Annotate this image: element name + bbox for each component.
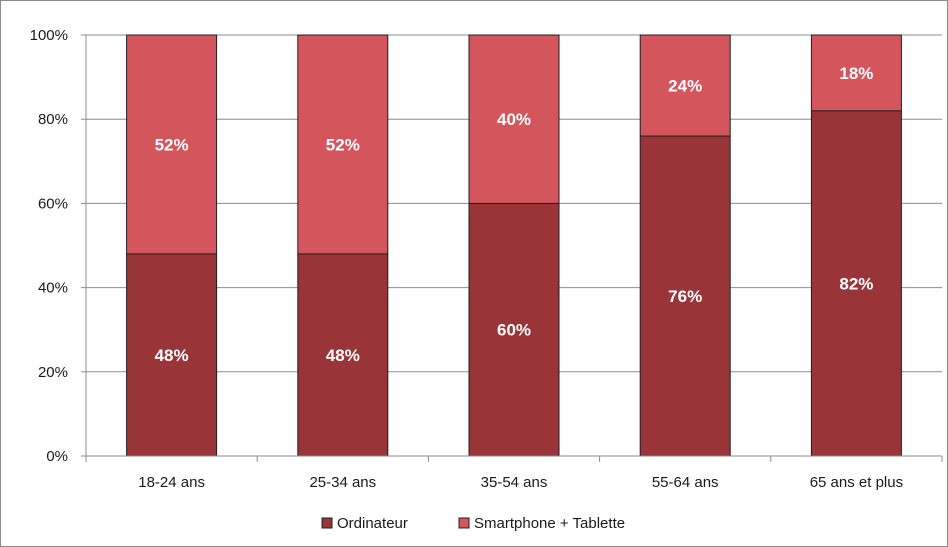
x-tick-label: 55-64 ans bbox=[652, 474, 719, 491]
data-label: 76% bbox=[668, 287, 702, 306]
y-tick-label: 20% bbox=[38, 364, 68, 381]
data-label: 40% bbox=[497, 110, 531, 129]
bar-segment bbox=[639, 135, 731, 457]
data-label: 52% bbox=[326, 135, 360, 154]
y-tick-label: 80% bbox=[38, 111, 68, 128]
bar-segment bbox=[468, 34, 560, 204]
bar-segment bbox=[810, 110, 902, 457]
bar-segment bbox=[810, 34, 902, 112]
bar-segment bbox=[297, 34, 389, 255]
bar-segment bbox=[126, 34, 218, 255]
axes: 0% 20% 40% 60% 80% 100% 18-24 ans 25-34 ans 35-5… bbox=[30, 27, 943, 491]
data-label: 18% bbox=[839, 64, 873, 83]
legend: Ordinateur Smartphone + Tablette bbox=[321, 515, 625, 532]
y-tick-label: 60% bbox=[38, 195, 68, 212]
x-tick-label: 18-24 ans bbox=[138, 474, 205, 491]
legend-swatch bbox=[458, 517, 470, 529]
data-label: 24% bbox=[668, 77, 702, 96]
data-label: 48% bbox=[155, 346, 189, 365]
legend-label: Ordinateur bbox=[337, 515, 408, 532]
x-tick-label: 35-54 ans bbox=[481, 474, 548, 491]
x-tick-label: 25-34 ans bbox=[309, 474, 376, 491]
legend-swatch bbox=[321, 517, 333, 529]
data-label: 52% bbox=[155, 135, 189, 154]
x-tick-label: 65 ans et plus bbox=[810, 474, 903, 491]
y-tick-label: 40% bbox=[38, 280, 68, 297]
data-label: 82% bbox=[839, 274, 873, 293]
y-tick-label: 100% bbox=[30, 27, 68, 44]
data-label: 48% bbox=[326, 346, 360, 365]
y-tick-label: 0% bbox=[46, 448, 68, 465]
data-label: 60% bbox=[497, 321, 531, 340]
bars: 48% 52% 48% 52% 60% 40% 76% 24% 82% 18% bbox=[126, 34, 902, 457]
bar-segment bbox=[639, 34, 731, 137]
legend-label: Smartphone + Tablette bbox=[474, 515, 625, 532]
